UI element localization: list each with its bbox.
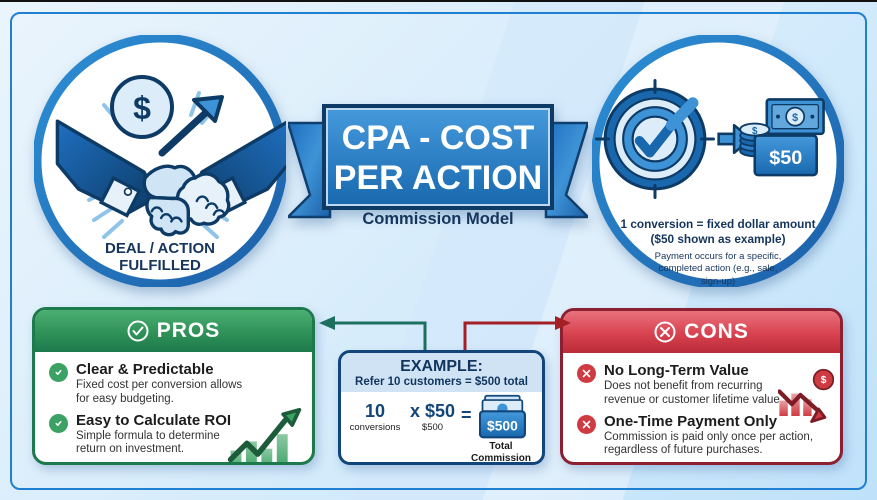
svg-text:$: $ xyxy=(133,90,151,126)
svg-text:$500: $500 xyxy=(487,417,518,433)
svg-text:$50: $50 xyxy=(769,147,802,169)
svg-text:$: $ xyxy=(821,374,827,386)
svg-text:PER ACTION: PER ACTION xyxy=(334,159,542,197)
svg-text:$: $ xyxy=(792,112,798,124)
svg-text:CPA - COST: CPA - COST xyxy=(342,119,535,157)
